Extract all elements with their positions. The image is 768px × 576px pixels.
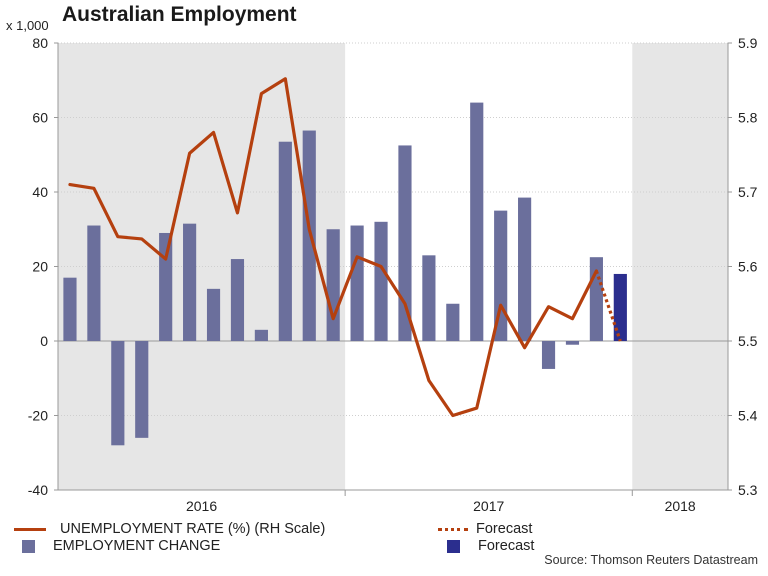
employment-bar	[278, 141, 292, 341]
employment-bar	[398, 145, 412, 341]
left-tick-label: 20	[32, 259, 48, 275]
legend-rate-forecast: Forecast	[438, 521, 532, 537]
employment-bar	[350, 225, 364, 341]
left-tick-label: 60	[32, 110, 48, 126]
legend-change: EMPLOYMENT CHANGE	[22, 538, 220, 554]
employment-bar	[374, 221, 388, 341]
employment-bar	[326, 229, 340, 341]
source-note: Source: Thomson Reuters Datastream	[544, 553, 758, 567]
employment-bar	[446, 303, 460, 341]
legend-change-forecast-swatch	[447, 539, 460, 553]
employment-bar	[254, 329, 268, 341]
left-axis-unit: x 1,000	[6, 18, 49, 33]
year-label-2017: 2017	[473, 498, 504, 514]
year-label-2016: 2016	[186, 498, 217, 514]
legend-rate-forecast-label: Forecast	[476, 521, 533, 537]
right-tick-label: 5.8	[738, 110, 758, 126]
right-tick-label: 5.3	[738, 482, 758, 498]
employment-bar	[518, 197, 532, 341]
left-tick-label: 40	[32, 184, 48, 200]
unemployment-rate-line	[68, 77, 598, 418]
left-tick-label: 0	[40, 333, 48, 349]
legend-change-label: EMPLOYMENT CHANGE	[53, 538, 221, 554]
employment-bar	[87, 225, 101, 341]
legend-change-forecast-label: Forecast	[478, 538, 535, 554]
left-tick-label: 80	[32, 35, 48, 51]
legend-rate: UNEMPLOYMENT RATE (%) (RH Scale)	[14, 521, 325, 537]
year-shade-2016	[58, 43, 346, 490]
employment-bar	[206, 288, 221, 341]
unemployment-rate-forecast-line	[594, 270, 622, 342]
employment-bar	[565, 341, 580, 345]
employment-bar	[422, 255, 436, 341]
legend-change-forecast: Forecast	[447, 538, 534, 554]
right-tick-label: 5.6	[738, 259, 758, 275]
right-tick-label: 5.4	[738, 408, 758, 424]
employment-bar	[183, 223, 197, 341]
employment-bar	[159, 232, 173, 341]
legend-rate-swatch	[14, 527, 46, 531]
right-tick-label: 5.9	[738, 35, 758, 51]
employment-bar	[541, 341, 556, 369]
employment-bar	[111, 341, 125, 446]
employment-bar	[135, 341, 149, 438]
left-tick-label: -20	[28, 408, 48, 424]
year-label-2018: 2018	[665, 498, 696, 514]
legend-rate-forecast-swatch	[438, 527, 468, 531]
legend-rate-label: UNEMPLOYMENT RATE (%) (RH Scale)	[60, 521, 326, 537]
left-tick-label: -40	[28, 482, 48, 498]
employment-bar	[63, 277, 77, 341]
employment-bar	[470, 102, 484, 341]
employment-bar	[302, 130, 316, 341]
right-tick-label: 5.5	[738, 333, 758, 349]
right-tick-label: 5.7	[738, 184, 758, 200]
employment-bar-forecast	[613, 273, 627, 341]
chart-title: Australian Employment	[62, 3, 297, 26]
legend-change-swatch	[22, 539, 35, 553]
employment-bar	[230, 259, 245, 341]
